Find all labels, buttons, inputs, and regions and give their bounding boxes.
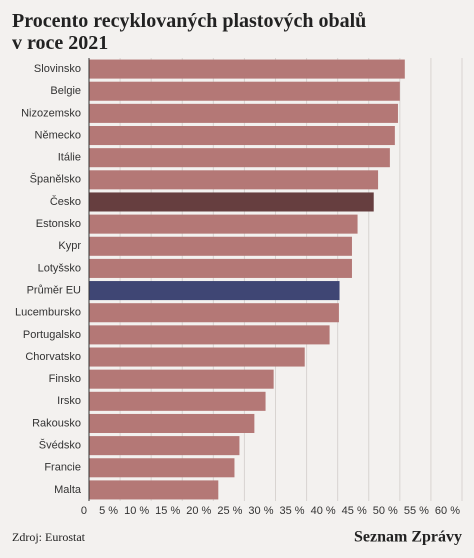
bar (89, 236, 352, 256)
x-tick-label: 5 % (99, 505, 118, 517)
x-tick-label: 10 % (124, 505, 149, 517)
x-tick-label: 55 % (404, 505, 429, 517)
bar (89, 126, 395, 146)
y-tick-label: Belgie (50, 85, 81, 97)
brand: Seznam Zprávy (354, 529, 462, 546)
y-tick-label: Německo (35, 129, 81, 141)
x-tick-label: 0 (81, 505, 87, 517)
bar (89, 458, 235, 478)
y-tick-label: Chorvatsko (25, 351, 81, 363)
bar (89, 148, 390, 168)
y-tick-label: Francie (44, 462, 81, 474)
y-tick-label: Malta (54, 484, 82, 496)
bar (89, 391, 266, 411)
x-tick-label: 25 % (217, 505, 242, 517)
bar (89, 81, 400, 101)
x-tick-label: 40 % (311, 505, 336, 517)
bar (89, 303, 339, 323)
y-tick-label: Nizozemsko (21, 107, 81, 119)
bar (89, 258, 352, 278)
y-tick-label: Rakousko (32, 417, 81, 429)
y-tick-label: Španělsko (30, 173, 81, 186)
bar (89, 369, 274, 389)
x-tick-label: 15 % (155, 505, 180, 517)
chart-title: Procento recyklovaných plastových obalů v… (12, 10, 366, 54)
y-tick-label: Estonsko (36, 218, 81, 230)
bar (89, 103, 398, 123)
bar (89, 192, 374, 212)
y-tick-label: Slovinsko (34, 63, 81, 75)
x-tick-label: 35 % (280, 505, 305, 517)
y-tick-label: Irsko (57, 395, 81, 407)
y-tick-label: Průměr EU (27, 284, 81, 296)
bar (89, 170, 379, 190)
y-tick-label: Itálie (58, 152, 81, 164)
bar (89, 59, 405, 79)
y-tick-label: Finsko (49, 373, 81, 385)
bar (89, 281, 340, 301)
x-tick-label: 30 % (248, 505, 273, 517)
bar (89, 480, 219, 500)
x-tick-label: 45 % (342, 505, 367, 517)
y-tick-label: Portugalsko (23, 329, 81, 341)
y-tick-label: Lotyšsko (38, 262, 81, 274)
y-tick-label: Kypr (58, 240, 81, 252)
bar (89, 347, 305, 367)
x-tick-label: 60 % (435, 505, 460, 517)
source: Zdroj: Eurostat (12, 530, 86, 544)
y-tick-label: Lucembursko (15, 307, 81, 319)
bar (89, 436, 240, 456)
x-tick-label: 20 % (186, 505, 211, 517)
x-tick-label: 50 % (373, 505, 398, 517)
y-tick-label: Česko (50, 195, 81, 208)
bar (89, 325, 330, 345)
bar (89, 413, 255, 433)
y-tick-label: Švédsko (39, 439, 81, 452)
bar (89, 214, 358, 234)
